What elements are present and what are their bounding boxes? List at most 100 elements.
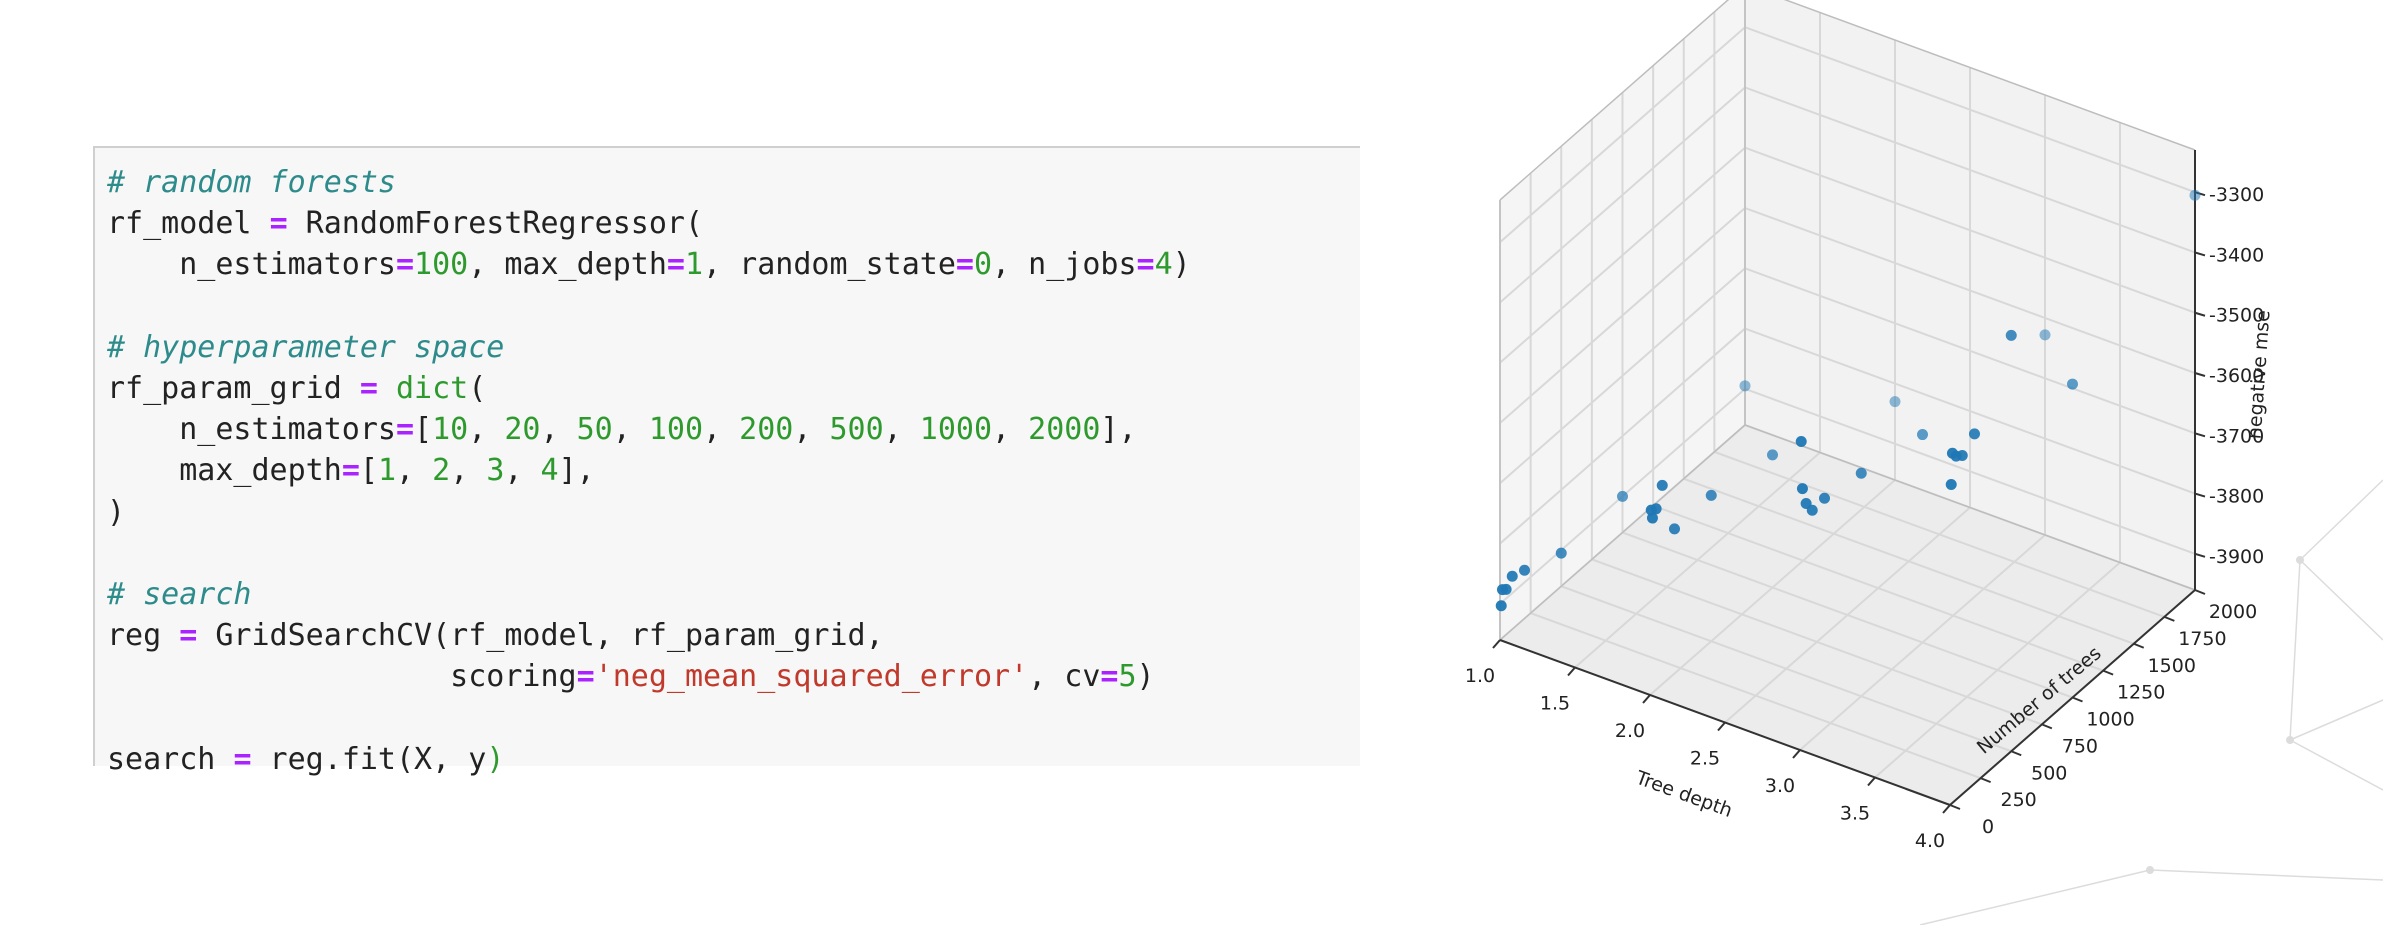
- y-tick-label: 1000: [2086, 709, 2134, 731]
- code-token: 200: [739, 412, 794, 448]
- code-token: ,: [504, 453, 541, 489]
- code-token: [: [359, 453, 378, 489]
- code-token: ,: [450, 453, 487, 489]
- data-point: [1739, 380, 1751, 392]
- background-decoration-line: [1919, 869, 2151, 925]
- data-point: [2189, 189, 2201, 201]
- data-point: [1917, 429, 1928, 441]
- y-tick-label: 0: [1982, 816, 1994, 838]
- z-tick: [2194, 251, 2206, 257]
- data-point: [1800, 498, 1812, 510]
- background-decoration-line: [2299, 479, 2383, 561]
- code-token: # random forests: [107, 165, 396, 200]
- grid-line: [1714, 450, 2165, 618]
- grid-line: [1652, 504, 2104, 672]
- grid-line: [1744, 86, 2196, 254]
- data-point: [2067, 378, 2078, 390]
- code-token: =: [359, 371, 378, 407]
- z-tick: [2194, 311, 2206, 317]
- code-line: search = reg.fit(X, y): [107, 742, 504, 777]
- code-token: ,: [703, 412, 740, 448]
- data-point: [1617, 490, 1628, 502]
- grid-line: [1744, 327, 2196, 495]
- x-axis-label: Tree depth: [1632, 766, 1735, 822]
- y-tick: [2102, 669, 2114, 676]
- code-token: rf_param_grid: [107, 371, 360, 407]
- data-point: [1945, 478, 1957, 490]
- code-line: scoring='neg_mean_squared_error', cv=5): [107, 659, 1154, 695]
- background-decoration-dot: [2286, 736, 2294, 744]
- code-token: ,: [793, 412, 830, 448]
- code-token: =: [233, 741, 252, 777]
- code-token: , cv: [1028, 659, 1101, 695]
- z-axis-label: negative mse: [2244, 309, 2275, 439]
- code-token: fit(X, y: [341, 741, 487, 777]
- data-point: [1767, 449, 1778, 461]
- grid-line: [1744, 26, 2196, 194]
- code-token: rf_model: [107, 206, 270, 242]
- code-token: 500: [829, 412, 884, 448]
- code-token: 50: [576, 412, 613, 448]
- code-token: 20: [504, 412, 541, 448]
- pane-edge: [1499, 424, 1746, 641]
- data-point: [2039, 329, 2051, 341]
- x-tick-label: 2.0: [1615, 720, 1645, 742]
- x-tick-label: 3.5: [1840, 803, 1870, 825]
- code-token: ],: [1100, 412, 1137, 448]
- code-token: 4: [1154, 247, 1173, 283]
- code-token: 2: [432, 453, 451, 489]
- code-line: # random forests: [107, 165, 396, 200]
- code-token: 'neg_mean_squared_error': [594, 659, 1029, 695]
- code-token: 1000: [919, 412, 993, 448]
- code-token: 2000: [1028, 412, 1101, 448]
- grid-line: [1744, 146, 2196, 314]
- data-point: [1555, 547, 1567, 559]
- x-tick: [1492, 639, 1501, 649]
- code-token: (: [468, 371, 487, 407]
- code-line: rf_model = RandomForestRegressor(: [107, 206, 703, 241]
- grid-line: [1499, 26, 1746, 243]
- data-point: [1669, 523, 1680, 535]
- code-token: , max_depth: [468, 247, 667, 283]
- x-tick-label: 1.0: [1465, 665, 1495, 687]
- y-tick: [2164, 615, 2175, 622]
- y-tick-label: 2000: [2209, 601, 2257, 623]
- z-tick-label: -3400: [2209, 244, 2264, 266]
- code-token: dict: [396, 371, 469, 407]
- code-token: RandomForestRegressor(: [287, 206, 704, 242]
- y-tick-label: 1250: [2117, 682, 2165, 704]
- y-tick: [1980, 777, 1991, 784]
- y-tick: [1949, 804, 1961, 810]
- data-point: [1656, 479, 1668, 491]
- data-point: [2005, 329, 2017, 341]
- code-token: 100: [414, 247, 469, 283]
- data-point: [1645, 504, 1657, 516]
- grid-line: [1499, 146, 1746, 364]
- code-token: ): [107, 494, 126, 530]
- data-point: [1855, 467, 1867, 479]
- data-point: [1795, 436, 1807, 448]
- x-tick: [1642, 694, 1651, 704]
- code-token: max_depth: [107, 453, 342, 489]
- z-tick-label: -3900: [2209, 546, 2264, 568]
- code-token: , n_jobs: [992, 247, 1137, 283]
- z-tick-label: -3700: [2209, 425, 2264, 447]
- code-token: # search: [107, 577, 252, 613]
- data-point: [1889, 396, 1901, 408]
- data-point: [1519, 564, 1530, 576]
- grid-line: [1499, 207, 1746, 424]
- z-tick-label: -3600: [2209, 365, 2264, 387]
- code-token: =: [269, 206, 288, 242]
- code-cell[interactable]: # random forests rf_model = RandomForest…: [93, 146, 1360, 777]
- code-token: .: [323, 741, 342, 777]
- code-block: # random forests rf_model = RandomForest…: [107, 162, 1191, 780]
- code-token: n_estimators: [107, 412, 396, 448]
- x-tick: [1717, 721, 1726, 732]
- data-point: [1796, 483, 1808, 495]
- code-token: search: [107, 741, 234, 777]
- code-line: n_estimators=100, max_depth=1, random_st…: [107, 247, 1191, 282]
- x-tick-label: 3.0: [1765, 775, 1795, 797]
- z-tick-label: -3300: [2209, 184, 2264, 206]
- grid-line: [1530, 612, 1981, 780]
